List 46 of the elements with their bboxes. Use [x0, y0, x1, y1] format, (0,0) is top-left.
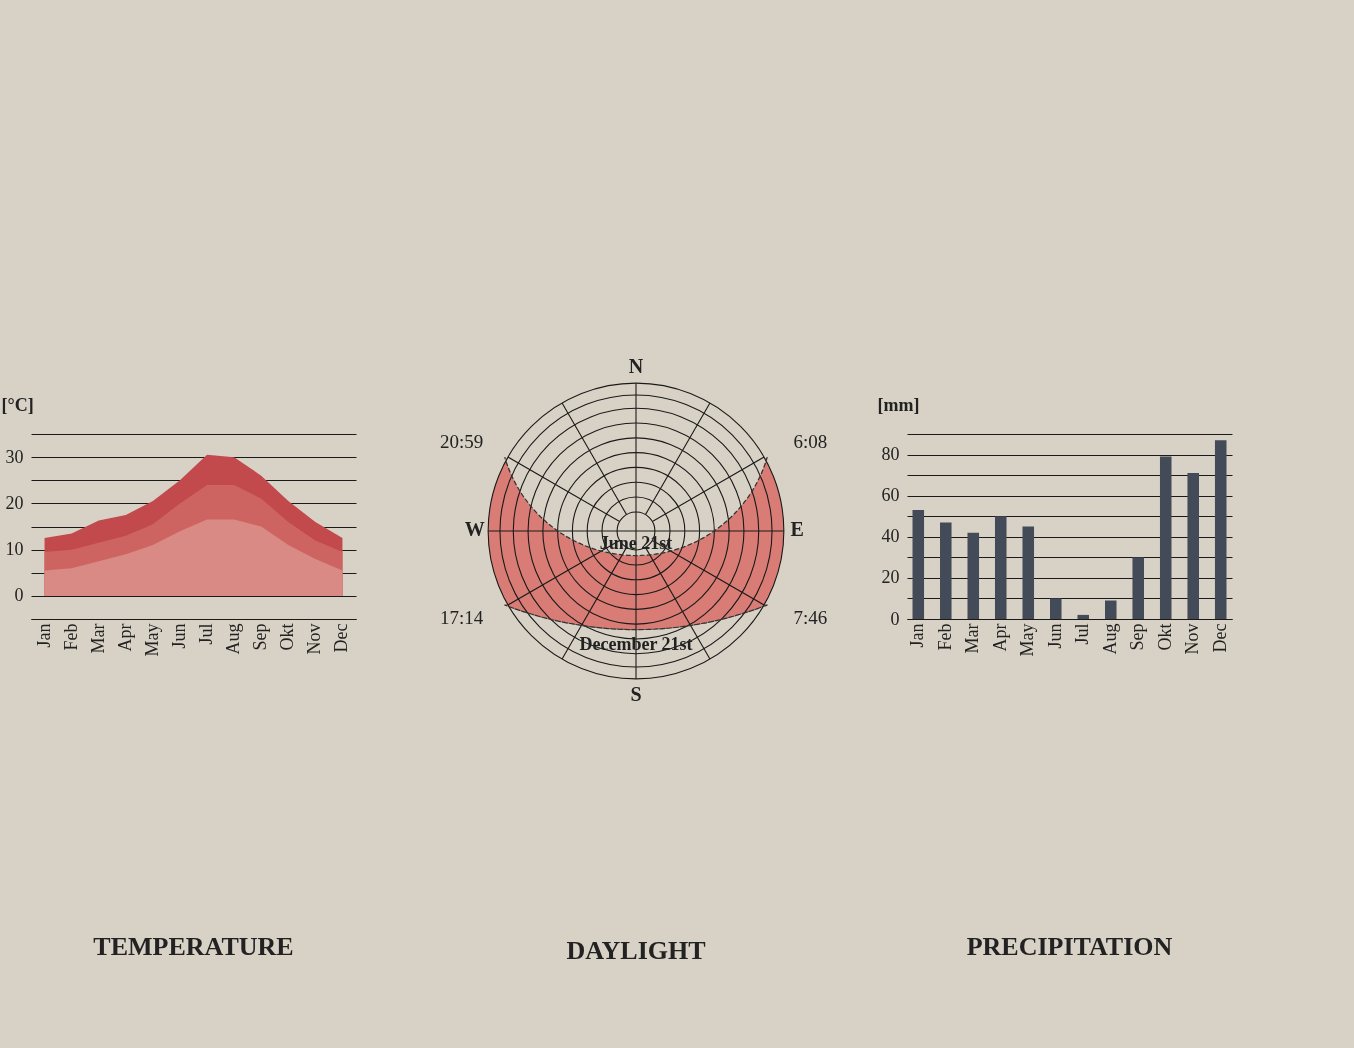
x-tick-label: Okt	[1154, 623, 1175, 651]
text: N	[628, 354, 644, 377]
x-tick-label: Nov	[1182, 623, 1203, 655]
x-tick-label: Apr	[989, 623, 1010, 652]
x-tick-label: Mar	[87, 623, 108, 654]
y-tick-label: 20	[881, 567, 900, 588]
y-tick-label: 40	[881, 526, 900, 547]
text: 20:59	[439, 431, 484, 453]
x-tick-label: Jan	[907, 623, 928, 648]
y-axis-title: [°C]	[1, 394, 34, 415]
x-tick-label: Dec	[331, 623, 352, 653]
text: E	[790, 517, 804, 540]
text: 7:46	[793, 607, 828, 629]
y-axis-title: [mm]	[877, 394, 920, 415]
text: 17:14	[439, 607, 484, 629]
x-tick-label: Sep	[250, 623, 271, 651]
y-tick-label: 10	[5, 539, 24, 560]
y-tick-label: 0	[14, 585, 24, 606]
x-tick-label: May	[1017, 623, 1038, 657]
y-tick-label: 20	[5, 492, 24, 513]
x-tick-label: Jun	[168, 623, 189, 649]
x-tick-label: Mar	[962, 623, 983, 654]
x-tick-label: May	[141, 623, 162, 657]
x-tick-label: Jan	[33, 623, 54, 648]
text: PRECIPITATION	[966, 931, 1173, 961]
x-tick-label: Dec	[1209, 623, 1230, 653]
x-tick-label: Aug	[1099, 623, 1120, 655]
y-tick-label: 0	[890, 608, 900, 629]
y-tick-label: 30	[5, 446, 24, 467]
x-tick-label: Feb	[60, 623, 81, 651]
x-tick-label: Jun	[1044, 623, 1065, 649]
x-tick-label: Jul	[196, 623, 217, 645]
text: 6:08	[793, 431, 828, 453]
x-tick-label: Nov	[304, 623, 325, 655]
text: S	[630, 683, 642, 706]
text: W	[464, 517, 485, 540]
x-tick-label: Feb	[934, 623, 955, 651]
x-tick-label: Apr	[114, 623, 135, 652]
x-tick-label: Jul	[1072, 623, 1093, 645]
x-tick-label: Okt	[277, 623, 298, 651]
x-tick-label: Sep	[1127, 623, 1148, 651]
x-tick-label: Aug	[223, 623, 244, 655]
y-tick-label: 80	[881, 444, 900, 465]
y-tick-label: 60	[881, 485, 900, 506]
text: DAYLIGHT	[566, 936, 706, 965]
text: TEMPERATURE	[93, 931, 294, 961]
